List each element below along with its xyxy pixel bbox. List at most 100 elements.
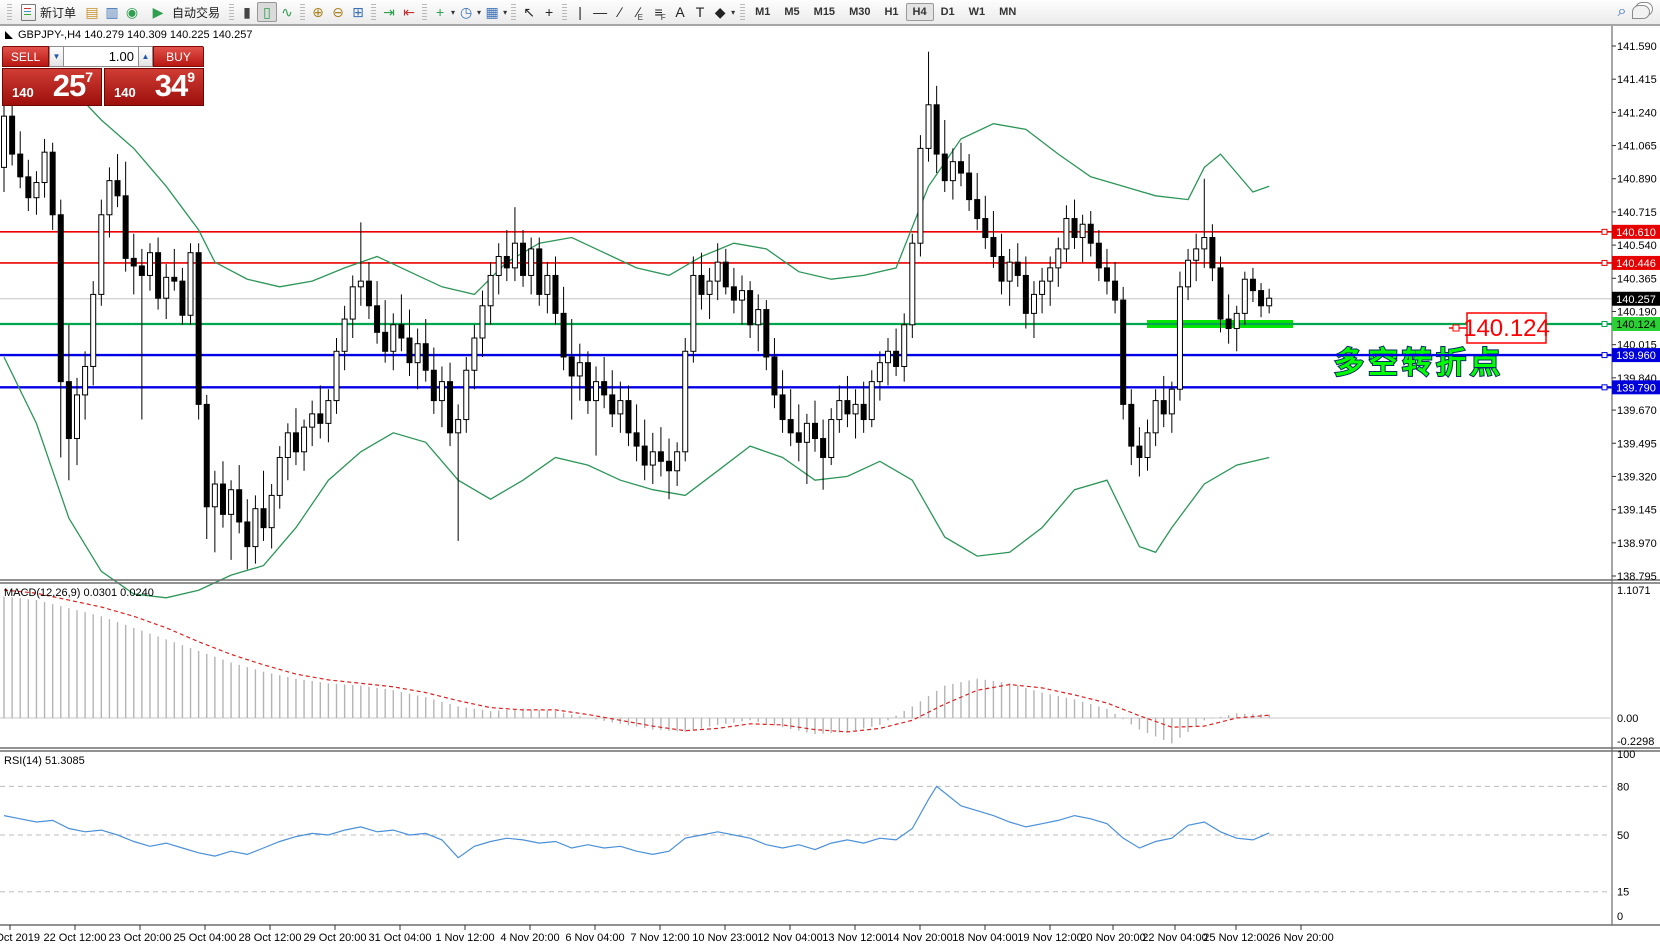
- time-axis-label: 22 Nov 04:00: [1142, 932, 1207, 944]
- add-indicator-icon-dropdown[interactable]: ▾: [451, 7, 456, 17]
- zoom-in-icon[interactable]: ⊕: [312, 4, 324, 20]
- crosshair-icon[interactable]: +: [544, 4, 554, 20]
- time-axis-label: 14 Nov 20:00: [887, 932, 952, 944]
- lot-decrease-button[interactable]: ▼: [49, 46, 64, 67]
- navigator-icon[interactable]: ▥: [105, 4, 119, 20]
- cursor-icon[interactable]: ↖: [523, 4, 535, 20]
- time-axis-label: 12 Nov 04:00: [757, 932, 822, 944]
- arrows-icon-dropdown[interactable]: ▾: [731, 7, 736, 17]
- callout-box[interactable]: [1466, 312, 1547, 344]
- add-indicator-icon[interactable]: +: [435, 4, 445, 20]
- svg-text:0: 0: [1617, 911, 1623, 923]
- time-axis-label: 10 Nov 23:00: [692, 932, 757, 944]
- chat-icon[interactable]: [1632, 5, 1650, 19]
- bid-prefix: 140: [12, 85, 34, 100]
- timeframe-m1[interactable]: M1: [755, 6, 771, 18]
- fibonacci-icon[interactable]: ≡ F: [654, 4, 666, 22]
- search-icon[interactable]: ⌕: [1617, 3, 1627, 20]
- svg-text:140.446: 140.446: [1616, 258, 1656, 270]
- svg-text:141.240: 141.240: [1617, 107, 1657, 119]
- new-order-button[interactable]: 新订单: [16, 2, 81, 23]
- timeframe-mn[interactable]: MN: [999, 6, 1017, 18]
- time-axis-label: 22 Oct 12:00: [44, 932, 107, 944]
- svg-text:80: 80: [1617, 781, 1629, 793]
- toolbar-grip[interactable]: [7, 4, 12, 20]
- bid-price-box[interactable]: 140 257: [2, 68, 102, 106]
- vertical-line-icon[interactable]: |: [578, 4, 582, 20]
- chart-corner-icon: [5, 31, 13, 39]
- time-axis-label: 25 Nov 12:00: [1203, 932, 1268, 944]
- svg-text:-0.2298: -0.2298: [1617, 736, 1654, 748]
- price-axis: 141.590 141.415 141.240 141.065 140.890 140.7…: [1612, 41, 1657, 583]
- callout-text: 140.124: [1463, 315, 1550, 342]
- time-axis-label: 1 Nov 12:00: [435, 932, 494, 944]
- timeframe-w1[interactable]: W1: [968, 6, 986, 18]
- time-axis-label: 18 Nov 04:00: [952, 932, 1017, 944]
- arrows-icon[interactable]: ◆: [714, 4, 726, 20]
- zoom-out-icon[interactable]: ⊖: [332, 4, 344, 20]
- time-axis-label: 20 Nov 20:00: [1080, 932, 1145, 944]
- auto-scroll-icon[interactable]: ⇥: [383, 4, 395, 20]
- equidistant-channel-icon[interactable]: ∕ E: [637, 4, 643, 22]
- candlestick-icon[interactable]: ▯: [257, 2, 278, 22]
- new-order-label: 新订单: [40, 5, 77, 20]
- rsi-panel: RSI(14) 51.3085 100 80 50 15 0: [0, 749, 1635, 923]
- svg-text:140.715: 140.715: [1617, 207, 1657, 219]
- signals-icon[interactable]: ◉: [125, 4, 139, 20]
- new-order-icon: [21, 3, 36, 21]
- timeframe-m5[interactable]: M5: [784, 6, 800, 18]
- buy-button[interactable]: BUY: [153, 46, 204, 67]
- autotrading-label: 自动交易: [172, 5, 221, 20]
- chart-shift-icon[interactable]: ⇤: [403, 4, 415, 20]
- bar-chart-icon[interactable]: ▮: [243, 4, 251, 20]
- tile-windows-icon[interactable]: ⊞: [352, 4, 364, 20]
- timeframe-d1[interactable]: D1: [940, 6, 955, 18]
- text-icon[interactable]: A: [675, 4, 685, 20]
- trendline-icon[interactable]: ∕: [618, 4, 622, 20]
- svg-text:141.415: 141.415: [1617, 74, 1657, 86]
- svg-text:140.540: 140.540: [1617, 240, 1657, 252]
- svg-text:141.065: 141.065: [1617, 141, 1657, 153]
- ask-price-box[interactable]: 140 349: [104, 68, 204, 106]
- timeframe-h1[interactable]: H1: [884, 6, 899, 18]
- timeframe-h4[interactable]: H4: [905, 3, 934, 21]
- time-axis-label: 6 Nov 04:00: [565, 932, 624, 944]
- bollinger-bands: [3, 77, 1270, 599]
- level-badge: 139.790: [1612, 380, 1660, 395]
- toolbar-grip: [562, 4, 568, 20]
- price-callout: 140.124: [1449, 312, 1550, 344]
- svg-text:1.1071: 1.1071: [1617, 585, 1651, 597]
- level-badge: 140.124: [1612, 316, 1660, 331]
- market-watch-icon[interactable]: ▤: [85, 4, 99, 20]
- templates-icon-dropdown[interactable]: ▾: [503, 7, 508, 17]
- turning-point-annotation[interactable]: 多空转折点: [1333, 346, 1504, 381]
- autotrading-button[interactable]: ▶ 自动交易: [143, 2, 225, 23]
- level-badge: 140.446: [1612, 255, 1660, 270]
- sell-button[interactable]: SELL: [2, 46, 49, 67]
- time-axis-label: 31 Oct 04:00: [369, 932, 432, 944]
- svg-text:139.145: 139.145: [1617, 505, 1657, 517]
- svg-text:138.795: 138.795: [1617, 571, 1657, 583]
- templates-icon[interactable]: ▦: [485, 4, 499, 20]
- periods-icon-dropdown[interactable]: ▾: [477, 7, 482, 17]
- text-label-icon[interactable]: T: [695, 4, 705, 20]
- ask-prefix: 140: [114, 85, 136, 100]
- line-chart-icon[interactable]: ∿: [281, 4, 293, 20]
- svg-text:100: 100: [1617, 749, 1635, 761]
- time-axis-label: 4 Nov 20:00: [500, 932, 559, 944]
- svg-text:139.670: 139.670: [1617, 405, 1657, 417]
- svg-text:140.257: 140.257: [1616, 294, 1656, 306]
- horizontal-line-icon[interactable]: —: [593, 4, 608, 20]
- periods-icon[interactable]: ◷: [459, 4, 473, 20]
- lot-increase-button[interactable]: ▲: [138, 46, 153, 67]
- time-axis-label: 19 Nov 12:00: [1017, 932, 1082, 944]
- horizontal-level-lines: [0, 228, 1612, 391]
- autotrading-icon: ▶: [152, 4, 164, 20]
- svg-text:139.960: 139.960: [1616, 350, 1656, 362]
- timeframe-m30[interactable]: M30: [849, 6, 871, 18]
- rsi-label: RSI(14) 51.3085: [4, 755, 85, 767]
- lot-size-input[interactable]: 1.00: [64, 46, 138, 67]
- timeframe-m15[interactable]: M15: [813, 6, 836, 18]
- svg-text:140.190: 140.190: [1617, 306, 1657, 318]
